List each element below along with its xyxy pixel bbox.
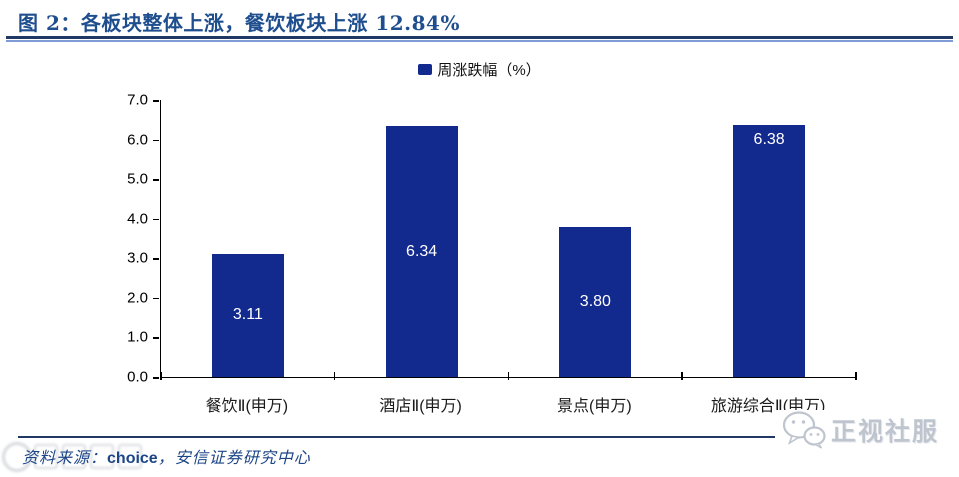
y-axis-labels: 0.0 1.0 2.0 3.0 4.0 5.0 6.0 7.0 xyxy=(60,92,148,386)
y-tick xyxy=(153,297,159,300)
source-rest: ，安信证券研究中心 xyxy=(157,448,311,467)
y-axis-label: 6.0 xyxy=(127,131,148,149)
y-tick xyxy=(153,139,159,142)
x-axis-label: 酒店Ⅱ(申万) xyxy=(379,398,462,415)
x-tick xyxy=(507,372,509,380)
logo-text: 正视社服 xyxy=(830,418,939,446)
bar-value-label: 3.11 xyxy=(232,306,263,324)
legend-swatch-icon xyxy=(418,64,433,75)
bar-value-label: 6.38 xyxy=(753,130,785,148)
footer-rule xyxy=(18,436,940,438)
wechat-account-logo: 正视社服 xyxy=(774,410,945,450)
y-axis-label: 2.0 xyxy=(127,289,148,307)
x-tick xyxy=(855,372,857,380)
bar-chart-plot-area: 3.11 6.34 3.80 6.38 xyxy=(160,100,856,378)
bar-value-label: 3.80 xyxy=(579,292,611,310)
header-rule-light xyxy=(6,40,953,42)
y-axis-label: 0.0 xyxy=(127,368,148,386)
bar-1: 3.11 xyxy=(211,253,284,377)
y-axis-label: 3.0 xyxy=(127,249,148,267)
source-provider: choice xyxy=(107,450,158,467)
y-tick xyxy=(153,218,159,221)
x-axis-label: 餐饮Ⅱ(申万) xyxy=(205,398,289,415)
y-tick xyxy=(153,337,159,339)
bar-4: 6.38 xyxy=(733,124,806,377)
x-tick xyxy=(681,372,683,380)
y-axis-label: 5.0 xyxy=(127,170,148,188)
chart-legend: 周涨跌幅（%） xyxy=(0,59,959,80)
y-tick xyxy=(153,100,159,102)
x-axis-label: 景点(申万) xyxy=(557,398,632,415)
y-tick xyxy=(153,377,159,379)
y-tick xyxy=(153,258,159,260)
bar-3: 3.80 xyxy=(559,226,632,377)
legend-label: 周涨跌幅（%） xyxy=(437,62,541,79)
header-rule-dark xyxy=(6,36,953,39)
x-tick xyxy=(160,372,162,380)
x-tick xyxy=(333,372,336,380)
y-axis-label: 1.0 xyxy=(127,328,148,346)
bar-value-label: 6.34 xyxy=(406,242,438,260)
y-tick xyxy=(153,179,159,181)
wechat-icon xyxy=(781,410,827,450)
y-axis-label: 4.0 xyxy=(127,210,148,228)
bar-2: 6.34 xyxy=(385,126,458,377)
y-axis-label: 7.0 xyxy=(127,91,148,109)
source-note: 资料来源：choice，安信证券研究中心 xyxy=(22,444,311,468)
figure-title: 图 2：各板块整体上涨，餐饮板块上涨 12.84% xyxy=(18,11,460,35)
source-label: 资料来源： xyxy=(22,448,108,467)
